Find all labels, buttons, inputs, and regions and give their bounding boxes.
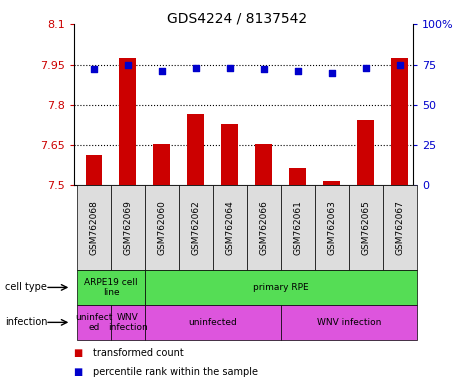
Bar bbox=[323, 182, 340, 185]
Bar bbox=[145, 305, 281, 340]
Text: GSM762062: GSM762062 bbox=[191, 200, 200, 255]
Text: GSM762064: GSM762064 bbox=[225, 200, 234, 255]
Bar bbox=[86, 154, 103, 185]
Bar bbox=[188, 114, 204, 185]
Point bbox=[362, 65, 370, 71]
Text: primary RPE: primary RPE bbox=[253, 283, 309, 292]
Point bbox=[260, 66, 267, 73]
Bar bbox=[281, 305, 417, 340]
Point bbox=[192, 65, 200, 71]
Bar bbox=[213, 185, 247, 270]
Point bbox=[158, 68, 166, 74]
Text: transformed count: transformed count bbox=[93, 348, 183, 358]
Text: infection: infection bbox=[5, 317, 47, 328]
Text: GSM762068: GSM762068 bbox=[89, 200, 98, 255]
Bar bbox=[77, 185, 111, 270]
Text: GSM762061: GSM762061 bbox=[293, 200, 302, 255]
Bar bbox=[111, 185, 145, 270]
Bar bbox=[77, 305, 111, 340]
Text: GSM762065: GSM762065 bbox=[361, 200, 370, 255]
Bar bbox=[247, 185, 281, 270]
Text: ARPE19 cell
line: ARPE19 cell line bbox=[84, 278, 138, 297]
Text: ■: ■ bbox=[74, 348, 83, 358]
Bar bbox=[315, 185, 349, 270]
Point bbox=[396, 61, 403, 68]
Text: ■: ■ bbox=[74, 367, 83, 377]
Text: GSM762066: GSM762066 bbox=[259, 200, 268, 255]
Bar bbox=[383, 185, 417, 270]
Point bbox=[90, 66, 98, 73]
Text: WNV
infection: WNV infection bbox=[108, 313, 148, 332]
Text: GDS4224 / 8137542: GDS4224 / 8137542 bbox=[167, 12, 308, 25]
Text: WNV infection: WNV infection bbox=[316, 318, 381, 327]
Bar bbox=[153, 144, 171, 185]
Text: GSM762060: GSM762060 bbox=[157, 200, 166, 255]
Bar bbox=[145, 185, 179, 270]
Point bbox=[124, 61, 132, 68]
Bar bbox=[77, 270, 145, 305]
Bar bbox=[289, 168, 306, 185]
Bar bbox=[221, 124, 238, 185]
Bar bbox=[179, 185, 213, 270]
Bar bbox=[281, 185, 315, 270]
Bar bbox=[120, 58, 136, 185]
Text: GSM762069: GSM762069 bbox=[124, 200, 133, 255]
Bar bbox=[145, 270, 417, 305]
Text: GSM762063: GSM762063 bbox=[327, 200, 336, 255]
Bar bbox=[256, 144, 272, 185]
Text: cell type: cell type bbox=[5, 282, 47, 293]
Text: GSM762067: GSM762067 bbox=[395, 200, 404, 255]
Point bbox=[328, 70, 335, 76]
Bar bbox=[111, 305, 145, 340]
Text: uninfect
ed: uninfect ed bbox=[76, 313, 113, 332]
Point bbox=[226, 65, 234, 71]
Text: uninfected: uninfected bbox=[189, 318, 237, 327]
Bar bbox=[391, 58, 408, 185]
Point bbox=[294, 68, 302, 74]
Bar bbox=[349, 185, 383, 270]
Text: percentile rank within the sample: percentile rank within the sample bbox=[93, 367, 257, 377]
Bar bbox=[357, 119, 374, 185]
